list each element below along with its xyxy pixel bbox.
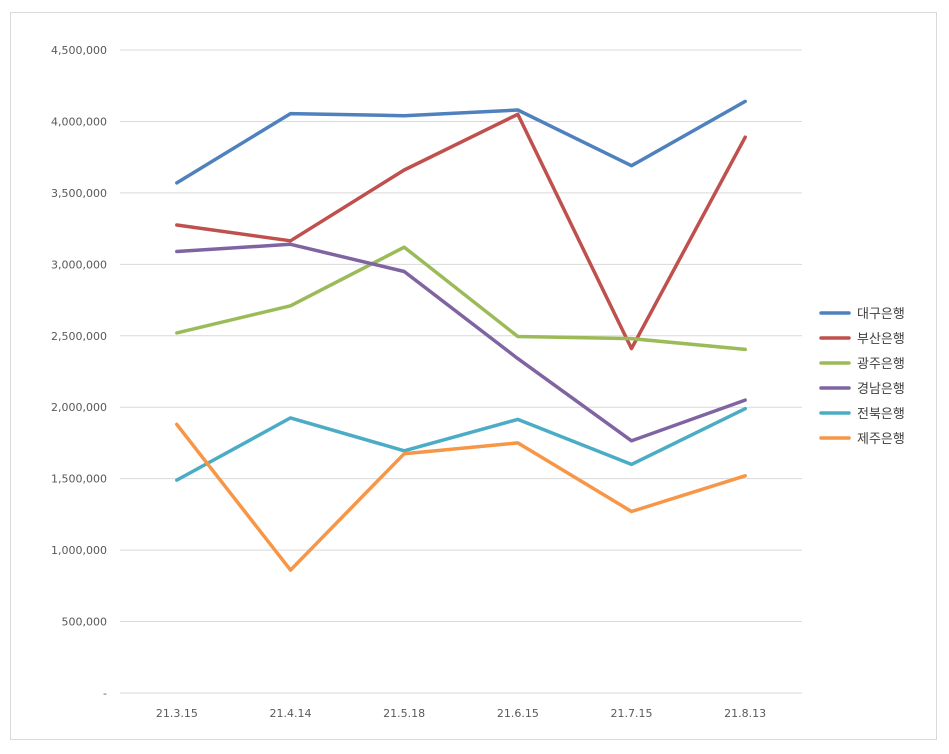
y-tick-label: 500,000	[62, 616, 108, 629]
y-tick-label: 3,500,000	[51, 187, 107, 200]
legend-label: 대구은행	[857, 306, 905, 322]
y-tick-label: -	[103, 687, 107, 700]
x-tick-label: 21.8.13	[724, 707, 766, 720]
legend-label: 제주은행	[857, 431, 905, 447]
x-tick-label: 21.3.15	[156, 707, 198, 720]
legend-label: 광주은행	[857, 356, 905, 372]
y-axis-tick-labels: - 500,000 1,000,000 1,500,000 2,000,000 2,500…	[51, 44, 107, 700]
series-lines	[175, 99, 747, 572]
x-axis-tick-labels: 21.3.15 21.4.14 21.5.18 21.6.15 21.7.15 21.8.…	[156, 707, 766, 720]
legend-label: 전북은행	[857, 406, 905, 422]
x-tick-label: 21.5.18	[383, 707, 425, 720]
y-tick-label: 1,500,000	[51, 473, 107, 486]
series-line	[175, 406, 747, 482]
y-tick-label: 2,500,000	[51, 330, 107, 343]
x-tick-label: 21.7.15	[611, 707, 653, 720]
y-tick-label: 1,000,000	[51, 544, 107, 557]
series-line	[175, 99, 747, 185]
series-line	[175, 422, 747, 572]
legend-label: 부산은행	[857, 331, 905, 347]
gridlines	[120, 49, 802, 694]
x-tick-label: 21.4.14	[270, 707, 312, 720]
y-tick-label: 4,000,000	[51, 115, 107, 128]
chart-frame	[10, 12, 937, 740]
series-line	[175, 245, 747, 352]
y-tick-label: 3,000,000	[51, 258, 107, 271]
x-tick-label: 21.6.15	[497, 707, 539, 720]
series-line	[175, 112, 747, 351]
series-line	[175, 242, 747, 443]
y-tick-label: 4,500,000	[51, 44, 107, 57]
legend-label: 경남은행	[857, 381, 905, 397]
y-tick-label: 2,000,000	[51, 401, 107, 414]
